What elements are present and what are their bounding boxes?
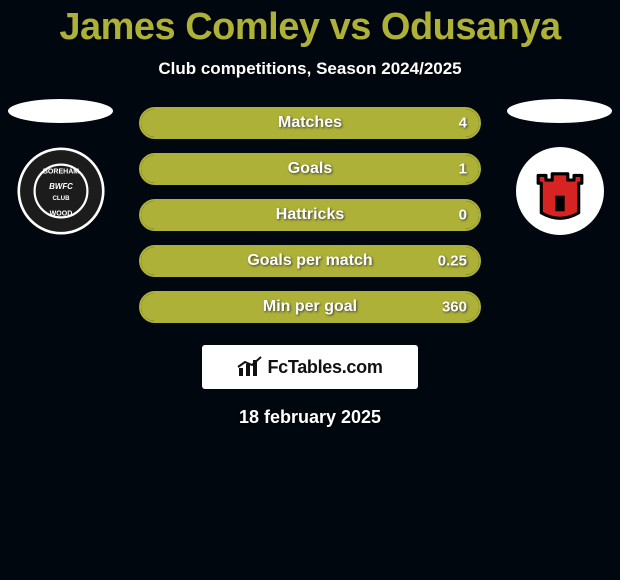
left-spotlight bbox=[8, 99, 113, 123]
stat-rows: Matches 4 Goals 1 Hattricks 0 Goals per match 0… bbox=[139, 107, 481, 323]
stat-row: Hattricks 0 bbox=[139, 199, 481, 231]
stat-row-value: 4 bbox=[459, 115, 467, 132]
stat-row: Goals per match 0.25 bbox=[139, 245, 481, 277]
stat-row-value: 0.25 bbox=[438, 253, 467, 270]
page-title: James Comley vs Odusanya bbox=[0, 0, 620, 49]
date-text: 18 february 2025 bbox=[0, 407, 620, 428]
right-spotlight bbox=[507, 99, 612, 123]
svg-text:WOOD: WOOD bbox=[49, 211, 72, 218]
left-club-slot: BOREHAM WOOD BWFC CLUB bbox=[8, 99, 113, 235]
brand-text: FcTables.com bbox=[267, 357, 382, 378]
subtitle: Club competitions, Season 2024/2025 bbox=[0, 59, 620, 79]
svg-text:CLUB: CLUB bbox=[52, 195, 70, 202]
stat-row-label: Min per goal bbox=[263, 298, 357, 316]
brand-chart-icon bbox=[237, 356, 263, 378]
stat-row: Goals 1 bbox=[139, 153, 481, 185]
comparison-stage: BOREHAM WOOD BWFC CLUB Matches 4 Goals 1 Hat… bbox=[0, 107, 620, 323]
right-club-badge bbox=[516, 147, 604, 235]
svg-text:BWFC: BWFC bbox=[49, 182, 73, 191]
boreham-wood-icon: BOREHAM WOOD BWFC CLUB bbox=[17, 147, 105, 235]
stat-row-value: 0 bbox=[459, 207, 467, 224]
stat-row-label: Goals bbox=[288, 160, 332, 178]
brand-box: FcTables.com bbox=[202, 345, 418, 389]
stat-row-label: Goals per match bbox=[247, 252, 372, 270]
stat-row-value: 1 bbox=[459, 161, 467, 178]
svg-text:BOREHAM: BOREHAM bbox=[42, 168, 78, 175]
stat-row: Min per goal 360 bbox=[139, 291, 481, 323]
stat-row-label: Hattricks bbox=[276, 206, 344, 224]
left-club-badge: BOREHAM WOOD BWFC CLUB bbox=[17, 147, 105, 235]
stat-row: Matches 4 bbox=[139, 107, 481, 139]
stat-row-value: 360 bbox=[442, 299, 467, 316]
stat-row-label: Matches bbox=[278, 114, 342, 132]
right-club-slot bbox=[507, 99, 612, 235]
eastbourne-icon bbox=[521, 152, 599, 230]
